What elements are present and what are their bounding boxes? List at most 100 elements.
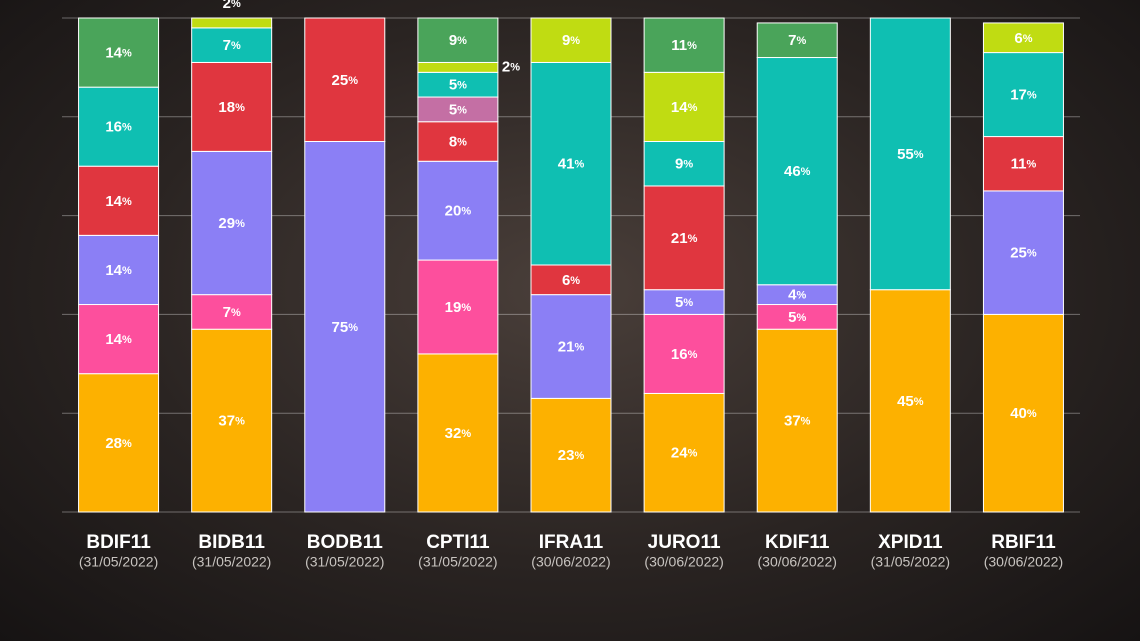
value-number: 5 bbox=[675, 294, 683, 311]
value-unit: % bbox=[688, 349, 698, 361]
value-number: 5 bbox=[449, 77, 457, 94]
bar-segment bbox=[304, 141, 386, 513]
value-label: 14% bbox=[105, 262, 132, 279]
x-tick-label: JURO11 bbox=[648, 532, 721, 553]
value-number: 37 bbox=[784, 413, 801, 430]
value-number: 21 bbox=[558, 338, 575, 355]
value-unit: % bbox=[688, 233, 698, 245]
value-label: 9% bbox=[562, 32, 580, 49]
value-label: 24% bbox=[671, 445, 698, 462]
bar-segment bbox=[78, 17, 160, 88]
value-unit: % bbox=[688, 102, 698, 114]
value-unit: % bbox=[348, 322, 358, 334]
value-number: 2 bbox=[502, 58, 510, 75]
value-unit: % bbox=[122, 47, 132, 59]
value-unit: % bbox=[683, 297, 693, 309]
bar-segment bbox=[417, 121, 499, 162]
value-unit: % bbox=[801, 416, 811, 428]
value-label: 23% bbox=[558, 447, 585, 464]
value-number: 29 bbox=[218, 215, 235, 232]
bar-segment bbox=[530, 397, 612, 513]
value-label: 29% bbox=[218, 215, 245, 232]
value-unit: % bbox=[461, 428, 471, 440]
value-unit: % bbox=[461, 302, 471, 314]
value-label: 14% bbox=[671, 99, 698, 116]
value-unit: % bbox=[797, 35, 807, 47]
value-unit: % bbox=[1023, 33, 1033, 45]
value-unit: % bbox=[457, 35, 467, 47]
value-label: 8% bbox=[449, 133, 467, 150]
value-number: 45 bbox=[897, 393, 914, 410]
value-unit: % bbox=[570, 275, 580, 287]
bar-segment bbox=[417, 259, 499, 355]
x-tick-label: IFRA11 bbox=[539, 532, 604, 553]
bar-segment bbox=[78, 373, 160, 513]
x-tick-date: (31/05/2022) bbox=[79, 554, 158, 570]
bar-segment bbox=[643, 392, 725, 513]
value-label: 5% bbox=[675, 294, 693, 311]
value-label: 75% bbox=[332, 319, 359, 336]
value-number: 23 bbox=[558, 447, 575, 464]
bar-segment bbox=[417, 17, 499, 63]
value-number: 6 bbox=[562, 272, 570, 289]
value-unit: % bbox=[574, 159, 584, 171]
x-tick-label: BDIF11 bbox=[86, 532, 151, 553]
value-label: 21% bbox=[671, 230, 698, 247]
x-tick-date: (30/06/2022) bbox=[984, 554, 1063, 570]
bar-segment bbox=[530, 264, 612, 296]
value-label: 14% bbox=[105, 331, 132, 348]
value-number: 24 bbox=[671, 445, 688, 462]
value-number: 4 bbox=[788, 287, 797, 304]
value-label: 19% bbox=[445, 299, 472, 316]
value-unit: % bbox=[570, 35, 580, 47]
value-number: 5 bbox=[788, 309, 796, 326]
value-label: 6% bbox=[1014, 30, 1032, 47]
value-label: 5% bbox=[449, 77, 467, 94]
value-number: 20 bbox=[445, 203, 462, 220]
bar-segment bbox=[191, 61, 273, 152]
value-label: 7% bbox=[223, 304, 241, 321]
value-label: 32% bbox=[445, 425, 472, 442]
bar-segment bbox=[643, 141, 725, 187]
bar-segment bbox=[643, 71, 725, 142]
bar-segment bbox=[417, 353, 499, 513]
value-label: 16% bbox=[105, 119, 132, 136]
x-tick-label: KDIF11 bbox=[765, 532, 830, 553]
value-number: 17 bbox=[1010, 87, 1027, 104]
bar-segment bbox=[78, 86, 160, 167]
x-tick-label: XPID11 bbox=[878, 532, 943, 553]
value-label: 2% bbox=[502, 58, 520, 75]
value-label: 5% bbox=[788, 309, 806, 326]
value-number: 7 bbox=[223, 304, 231, 321]
value-number: 19 bbox=[445, 299, 462, 316]
value-unit: % bbox=[683, 159, 693, 171]
value-label: 5% bbox=[449, 101, 467, 118]
value-number: 11 bbox=[1011, 156, 1027, 173]
value-number: 16 bbox=[105, 119, 122, 136]
value-label: 7% bbox=[223, 37, 241, 54]
value-unit: % bbox=[231, 40, 241, 52]
value-unit: % bbox=[797, 290, 807, 302]
value-unit: % bbox=[235, 416, 245, 428]
bar-segment bbox=[417, 160, 499, 261]
value-unit: % bbox=[122, 438, 132, 450]
value-label: 37% bbox=[784, 413, 811, 430]
value-unit: % bbox=[914, 149, 924, 161]
value-number: 32 bbox=[445, 425, 462, 442]
bar-segment bbox=[304, 17, 386, 142]
x-tick-label: BIDB11 bbox=[198, 532, 265, 553]
bar-segment bbox=[417, 61, 499, 73]
x-tick-date: (30/06/2022) bbox=[531, 554, 610, 570]
value-label: 14% bbox=[105, 45, 132, 62]
value-unit: % bbox=[687, 40, 697, 52]
bar-segment bbox=[982, 22, 1064, 54]
value-label: 6% bbox=[562, 272, 580, 289]
value-number: 25 bbox=[332, 72, 349, 89]
value-number: 14 bbox=[105, 262, 122, 279]
value-label: 45% bbox=[897, 393, 924, 410]
value-number: 14 bbox=[105, 45, 122, 62]
value-label: 9% bbox=[675, 156, 693, 173]
value-number: 14 bbox=[105, 331, 122, 348]
value-unit: % bbox=[231, 0, 241, 10]
value-number: 7 bbox=[223, 37, 231, 54]
